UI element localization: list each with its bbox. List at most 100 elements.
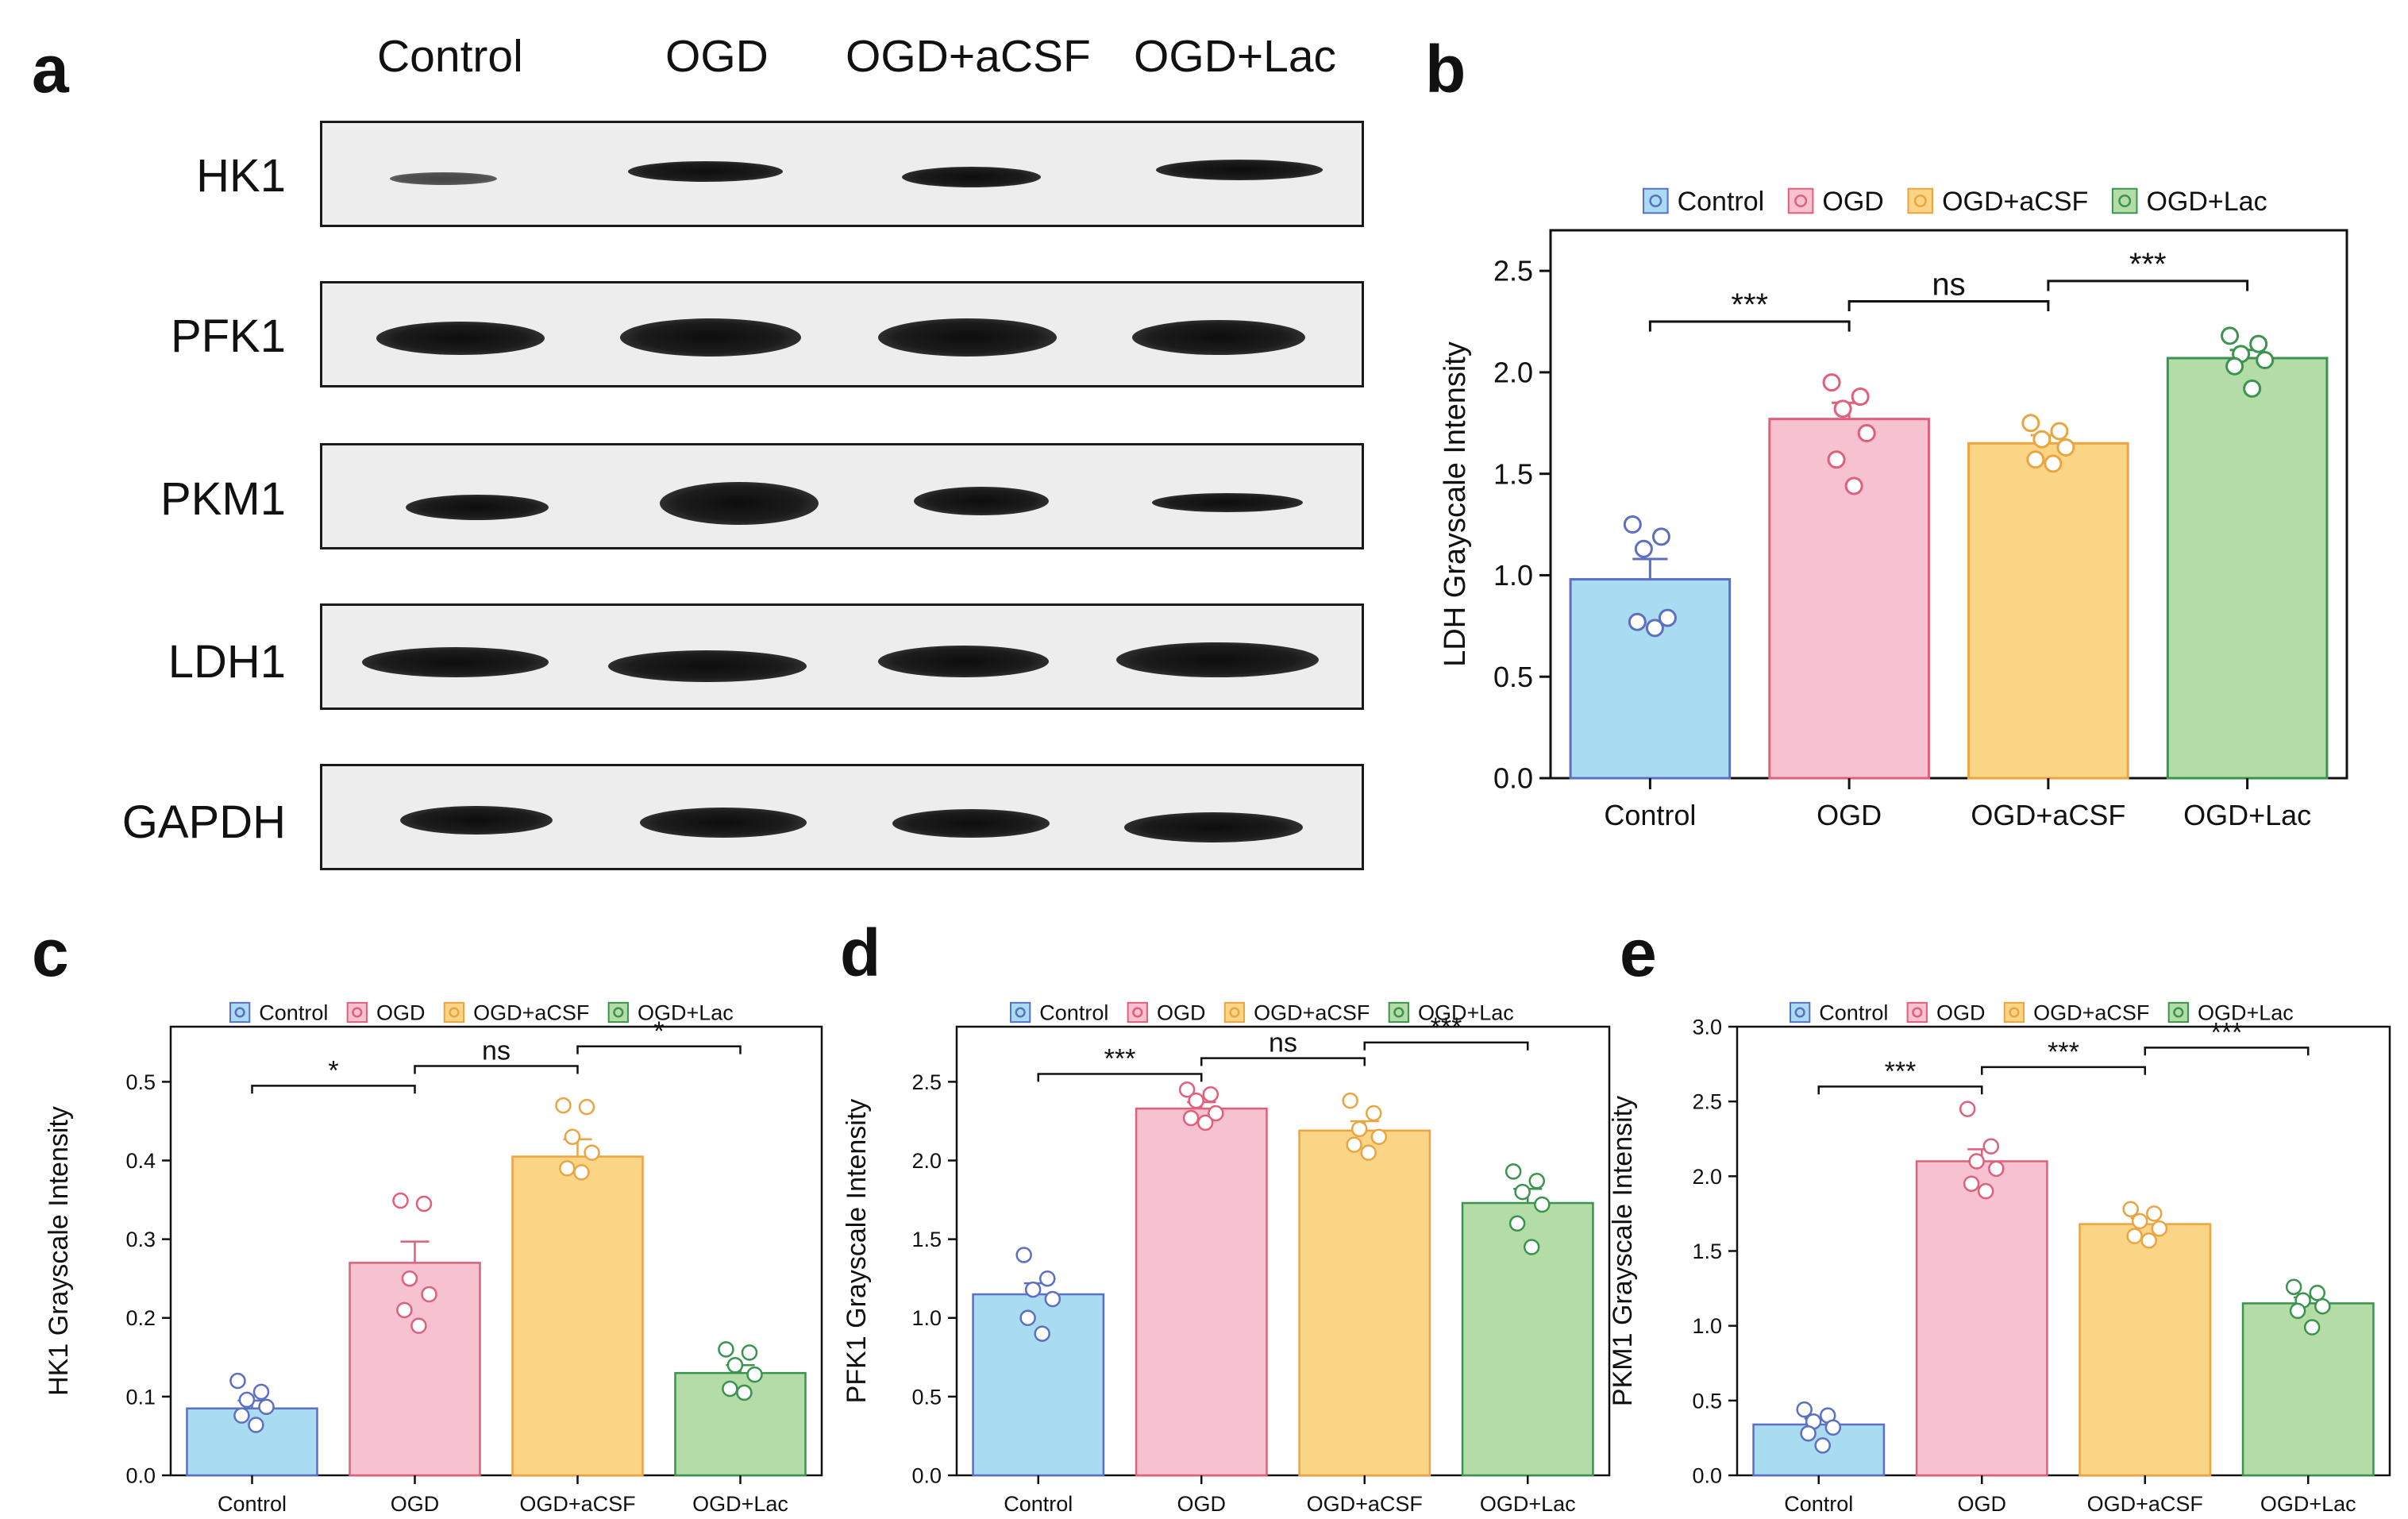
data-point [2122, 1201, 2139, 1218]
y-tick-label: 0.5 [1493, 661, 1533, 693]
data-point [2146, 1205, 2163, 1222]
legend-swatch-dot-1 [1794, 195, 1808, 207]
wb-band [1116, 642, 1319, 677]
data-point [1959, 1101, 1976, 1117]
data-point [1508, 1215, 1526, 1232]
data-point [1523, 1239, 1540, 1255]
data-point [1827, 450, 1846, 469]
data-point [1342, 1092, 1358, 1109]
wb-strip-pkm1 [320, 443, 1364, 549]
legend-swatch-dot-2 [2009, 1007, 2020, 1018]
data-point [1800, 1425, 1817, 1442]
legend-swatch-dot-0 [234, 1007, 245, 1018]
data-point [252, 1383, 270, 1401]
wb-band [1152, 493, 1303, 512]
wb-header-ogd: OGD [665, 31, 769, 82]
legend-label-3: OGD+Lac [2146, 187, 2267, 217]
data-point [1019, 1309, 1036, 1327]
significance-label: *** [1885, 1056, 1917, 1086]
data-point [1208, 1105, 1224, 1122]
legend-swatch-dot-3 [2118, 195, 2132, 207]
data-point [1505, 1163, 1522, 1180]
significance-bracket [2144, 1047, 2310, 1056]
data-point [1634, 539, 1653, 558]
legend-label-2: OGD+aCSF [2033, 1000, 2149, 1024]
panel-letter-b: b [1425, 32, 1466, 106]
data-point [2314, 1297, 2331, 1315]
wb-strip-hk1 [320, 121, 1364, 227]
legend-swatch-1 [1787, 187, 1814, 214]
y-tick-label: 0.0 [125, 1463, 156, 1487]
legend-swatch-1 [1127, 1001, 1148, 1024]
data-point [2021, 414, 2040, 433]
data-point [1528, 1173, 1546, 1189]
data-point [2285, 1278, 2302, 1295]
wb-label-ldh1: LDH1 [168, 636, 286, 688]
y-axis-label: LDH Grayscale Intensity [1439, 341, 1472, 667]
wb-band [878, 318, 1057, 357]
wb-band [608, 650, 807, 682]
significance-label: ns [1932, 267, 1965, 302]
legend-swatch-dot-1 [1132, 1007, 1143, 1018]
wb-label-hk1: HK1 [196, 150, 286, 202]
data-point [1977, 1182, 1994, 1200]
significance-label: *** [1104, 1043, 1136, 1074]
data-point [2032, 430, 2052, 449]
data-point [1366, 1105, 1382, 1122]
legend-label-2: OGD+aCSF [473, 1000, 589, 1024]
wb-band [362, 647, 549, 677]
data-point [2056, 438, 2075, 457]
significance-label: ns [482, 1036, 510, 1066]
y-tick-label: 1.5 [1493, 457, 1533, 490]
data-point [2131, 1213, 2148, 1230]
data-point [1651, 527, 1670, 546]
data-point [2044, 454, 2063, 473]
y-tick-label: 1.0 [911, 1306, 942, 1330]
legend-label-1: OGD [1822, 187, 1883, 217]
data-point [1857, 424, 1876, 443]
significance-label: *** [2048, 1037, 2079, 1067]
wb-header-control: Control [377, 31, 523, 82]
y-axis-label: PFK1 Grayscale Intensity [842, 1099, 872, 1404]
data-point [1034, 1325, 1050, 1342]
legend-swatch-0 [1790, 1001, 1811, 1024]
legend-swatch-2 [1223, 1001, 1246, 1024]
legend-label-2: OGD+aCSF [1254, 1000, 1370, 1024]
data-point [1514, 1183, 1531, 1201]
legend-swatch-dot-1 [1912, 1007, 1923, 1018]
y-tick-label: 2.0 [911, 1149, 942, 1173]
significance-label: * [328, 1055, 338, 1085]
significance-label: ns [1269, 1028, 1297, 1058]
data-point [2249, 334, 2268, 353]
legend-swatch-0 [229, 1001, 251, 1024]
data-point [746, 1366, 763, 1383]
y-tick-label: 2.5 [1493, 255, 1533, 287]
data-point [559, 1160, 576, 1177]
legend-label-1: OGD [1936, 1000, 1986, 1024]
legend-swatch-1 [346, 1001, 368, 1024]
data-point [2140, 1232, 2157, 1249]
x-tick-label: OGD+aCSF [1971, 799, 2125, 831]
y-tick-label: 0.5 [125, 1070, 156, 1094]
legend-swatch-dot-0 [1794, 1007, 1805, 1018]
data-point [1824, 1419, 1842, 1436]
legend-swatch-dot-3 [1393, 1007, 1404, 1018]
data-point [1963, 1175, 1980, 1192]
wb-label-gapdh: GAPDH [121, 796, 286, 848]
data-point [1044, 1290, 1061, 1308]
significance-bracket [1847, 299, 2050, 312]
data-point [1360, 1144, 1377, 1161]
data-point [1015, 1247, 1032, 1263]
legend-swatch-dot-2 [1229, 1007, 1240, 1018]
data-point [1851, 387, 1870, 407]
wb-band [620, 318, 801, 357]
data-point [410, 1317, 427, 1334]
data-point [1202, 1085, 1219, 1103]
data-point [2289, 1302, 2306, 1320]
bar-0 [1569, 578, 1732, 780]
y-tick-label: 1.0 [1493, 559, 1533, 592]
wb-band [660, 482, 819, 525]
legend-label-3: OGD+Lac [2198, 1000, 2294, 1024]
significance-bracket [1817, 1085, 1983, 1095]
